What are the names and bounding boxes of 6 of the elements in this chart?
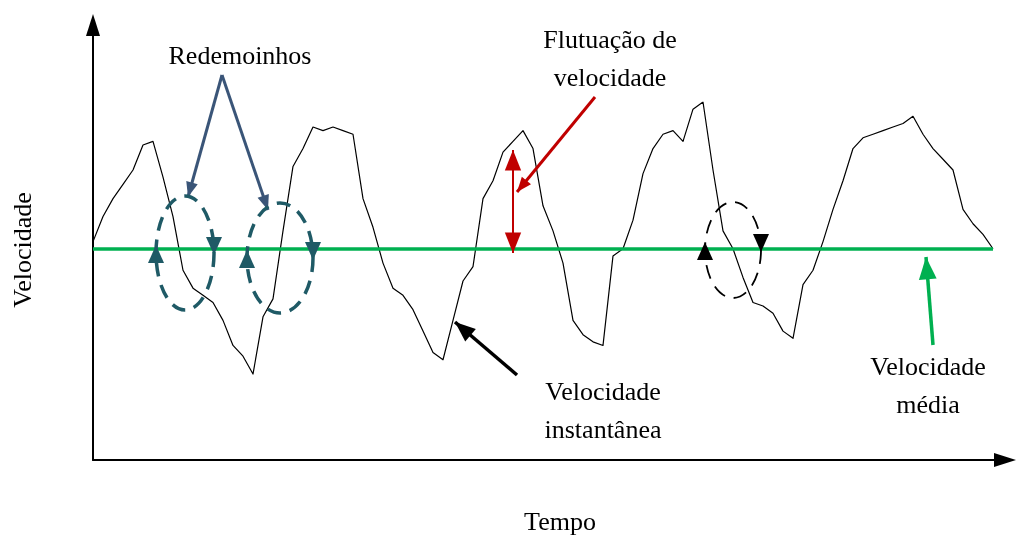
annotation: Velocidade instantânea: [544, 376, 662, 444]
y-axis-title: Velocidade: [7, 192, 37, 308]
text: Redemoinhos: [168, 40, 312, 70]
text: Flutuação de velocidade: [543, 24, 677, 92]
x-axis-title: Tempo: [524, 506, 596, 536]
annotation: Velocidade média: [870, 351, 986, 419]
